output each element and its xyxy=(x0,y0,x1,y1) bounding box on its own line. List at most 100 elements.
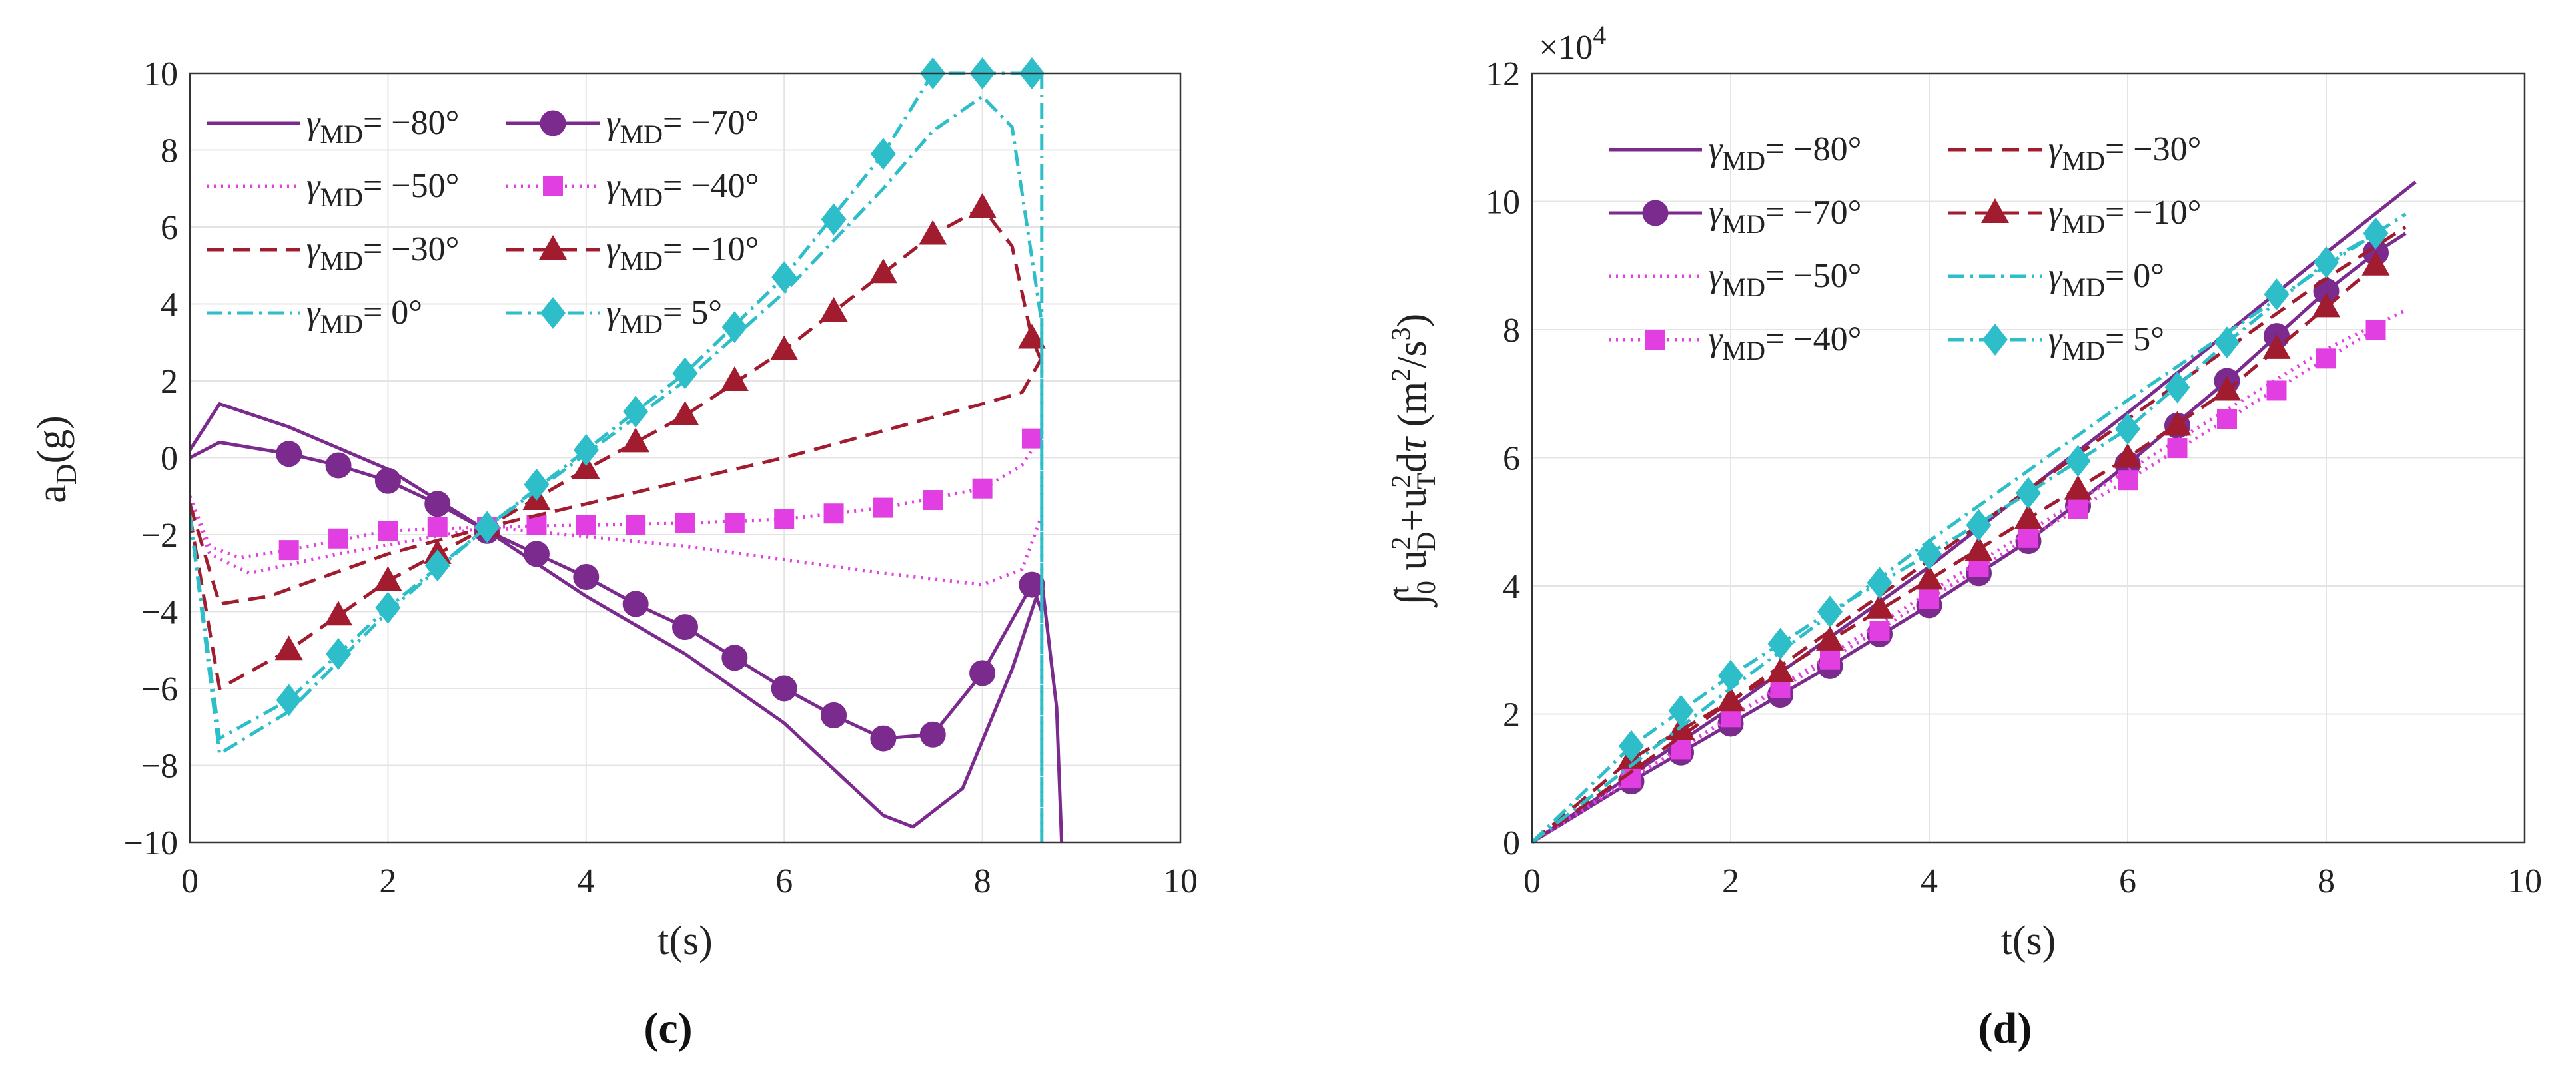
legend-label-z0: γMD= 0° xyxy=(2048,257,2164,302)
data-marker-m10 xyxy=(374,566,402,591)
legend-entry-m40: γMD= −40° xyxy=(1609,320,1861,366)
data-marker-p5 xyxy=(2264,278,2290,311)
data-marker-p5 xyxy=(1619,730,1644,762)
data-marker-m40 xyxy=(2365,320,2386,340)
legend-marker-m40 xyxy=(1645,330,1665,350)
y-tick-label: 0 xyxy=(161,440,178,478)
legend-label-m70: γMD= −70° xyxy=(1709,194,1861,239)
data-marker-m70 xyxy=(325,452,352,479)
data-marker-p5 xyxy=(573,433,599,466)
data-marker-p5 xyxy=(1867,567,1893,599)
data-marker-m40 xyxy=(427,517,448,537)
data-marker-m70 xyxy=(1019,571,1045,598)
legend: γMD= −80° γMD= −70° γMD= −50° γMD= −40° γMD=… xyxy=(207,104,759,339)
data-marker-m10 xyxy=(2163,411,2192,436)
x-tick-label: 2 xyxy=(1722,862,1739,900)
legend-entry-m70: γMD= −70° xyxy=(506,104,759,149)
data-marker-m10 xyxy=(1964,536,1993,561)
data-marker-p5 xyxy=(1966,509,1992,541)
x-tick-label: 8 xyxy=(2318,862,2335,900)
y-tick-label: 10 xyxy=(143,55,178,93)
legend-entry-z0: γMD= 0° xyxy=(1948,257,2164,302)
legend-entry-m70: γMD= −70° xyxy=(1609,194,1861,239)
data-marker-p5 xyxy=(2314,246,2339,278)
data-marker-p5 xyxy=(870,138,896,170)
plot-frame xyxy=(1531,72,2526,844)
legend-entry-m10: γMD= −10° xyxy=(506,230,759,276)
data-marker-p5 xyxy=(2016,477,2041,509)
legend-marker-m40 xyxy=(543,176,563,196)
y-tick-label: −6 xyxy=(141,671,178,708)
data-marker-m40 xyxy=(328,528,349,549)
data-marker-m40 xyxy=(873,497,893,518)
legend-entry-m50: γMD= −50° xyxy=(207,167,459,212)
data-marker-m70 xyxy=(622,591,649,617)
legend-entry-m10: γMD= −10° xyxy=(1948,194,2201,239)
y-tick-label: 6 xyxy=(161,209,178,247)
data-marker-m40 xyxy=(823,503,844,524)
data-marker-m10 xyxy=(274,635,303,661)
legend-entry-z0: γMD= 0° xyxy=(207,294,422,339)
data-marker-m40 xyxy=(923,490,943,511)
legend-entry-p5: γMD= 5° xyxy=(1948,320,2164,366)
data-marker-m40 xyxy=(278,540,299,561)
y-tick-label: 4 xyxy=(161,286,178,324)
legend-label-m10: γMD= −10° xyxy=(2048,194,2201,239)
data-marker-p5 xyxy=(771,261,797,294)
data-marker-m70 xyxy=(771,675,797,702)
legend-label-m40: γMD= −40° xyxy=(606,167,759,212)
series-line-m80 xyxy=(190,402,1064,843)
series-line-m70 xyxy=(190,440,1044,740)
panel-label-c: (c) xyxy=(644,1004,692,1053)
data-marker-m40 xyxy=(1021,428,1042,449)
chart-d: 0 2 4 6 8 10 12 10 8 6 4 2 0 t(s) ×104 γMD= −80° γMD= −3… xyxy=(1486,20,2542,963)
data-marker-p5 xyxy=(1917,537,1942,570)
x-tick-label: 6 xyxy=(2119,862,2136,900)
data-marker-m10 xyxy=(869,258,897,284)
data-marker-m70 xyxy=(523,541,550,567)
data-marker-m70 xyxy=(374,467,401,494)
data-marker-p5 xyxy=(2065,445,2091,477)
series-group xyxy=(1532,180,2417,844)
data-marker-m40 xyxy=(576,515,596,535)
legend-entry-p5: γMD= 5° xyxy=(506,294,722,339)
legend-label-p5: γMD= 5° xyxy=(606,294,722,339)
data-marker-m10 xyxy=(1017,324,1046,349)
data-marker-m40 xyxy=(2118,470,2138,491)
data-marker-m40 xyxy=(626,515,646,535)
data-marker-m10 xyxy=(1915,565,1943,590)
y-tick-label: 8 xyxy=(1503,312,1520,350)
data-marker-m10 xyxy=(572,454,600,479)
data-marker-m10 xyxy=(671,400,699,425)
data-marker-m10 xyxy=(819,297,848,322)
series-line-m30 xyxy=(190,357,1043,606)
y-tick-label: 4 xyxy=(1503,568,1520,606)
data-marker-m10 xyxy=(968,193,997,218)
data-marker-p5 xyxy=(2214,326,2240,359)
data-marker-m40 xyxy=(2068,499,2088,519)
data-marker-p5 xyxy=(2164,371,2190,404)
legend-label-z0: γMD= 0° xyxy=(306,294,422,339)
plot-frame xyxy=(189,72,1182,844)
legend-marker-m70 xyxy=(1642,200,1669,226)
legend: γMD= −80° γMD= −30° γMD= −70° γMD= −10° γMD=… xyxy=(1609,131,2201,366)
data-marker-m40 xyxy=(2217,409,2237,429)
data-marker-m40 xyxy=(2018,527,2038,548)
data-marker-m40 xyxy=(2167,438,2188,459)
legend-marker-m10 xyxy=(539,235,567,260)
data-marker-p5 xyxy=(424,549,450,582)
series-line-m80 xyxy=(1532,180,2417,844)
data-marker-m70 xyxy=(969,660,996,686)
data-marker-m40 xyxy=(1919,589,1939,609)
svg-text:aD(g): aD(g) xyxy=(29,415,83,503)
data-marker-m40 xyxy=(774,509,795,529)
data-marker-m40 xyxy=(1820,649,1840,670)
data-marker-m70 xyxy=(424,491,451,517)
data-marker-m40 xyxy=(1869,621,1890,641)
data-marker-m70 xyxy=(870,725,897,752)
x-axis-label: t(s) xyxy=(2001,918,2056,963)
data-marker-m10 xyxy=(2064,475,2092,500)
data-marker-p5 xyxy=(821,203,847,236)
data-marker-m40 xyxy=(378,521,398,541)
x-tick-label: 0 xyxy=(181,862,199,900)
